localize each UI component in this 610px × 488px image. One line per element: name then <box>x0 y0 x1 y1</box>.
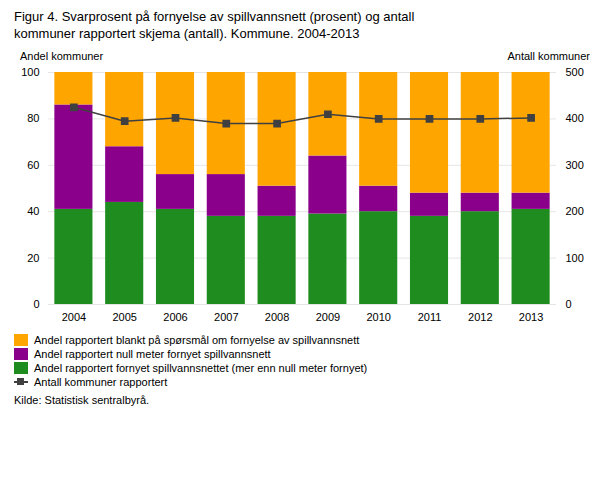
html-text:Andel rapportert null meter fo: Andel rapportert null meter fornyet spil… <box>34 348 271 360</box>
svg-text:2013: 2013 <box>519 311 543 323</box>
html-text:Figur 4. Svarprosent på fornye: Figur 4. Svarprosent på fornyelse av spi… <box>14 9 415 24</box>
svg-text:200: 200 <box>566 205 584 217</box>
svg-text:2004: 2004 <box>62 311 86 323</box>
svg-text:2007: 2007 <box>214 311 238 323</box>
html-text:Andel kommuner: Andel kommuner <box>20 50 104 62</box>
svg-text:100: 100 <box>21 66 39 78</box>
html-text:Kilde: Statistisk sentralbyrå.: Kilde: Statistisk sentralbyrå. <box>14 394 150 406</box>
html-text:Antall kommuner rapportert: Antall kommuner rapportert <box>34 376 168 388</box>
html-text:Antall kommuner: Antall kommuner <box>507 50 590 62</box>
svg-text:40: 40 <box>27 205 39 217</box>
html-text:Andel rapportert blankt på spø: Andel rapportert blankt på spørsmål om f… <box>34 334 360 346</box>
html-text:Andel rapportert fornyet spill: Andel rapportert fornyet spillvannsnette… <box>34 362 368 374</box>
html-text:kommuner rapportert skjema (an: kommuner rapportert skjema (antall). Kom… <box>14 26 360 41</box>
svg-text:0: 0 <box>566 298 572 310</box>
svg-text:2009: 2009 <box>316 311 340 323</box>
svg-text:2010: 2010 <box>366 311 390 323</box>
svg-text:60: 60 <box>27 159 39 171</box>
svg-text:2011: 2011 <box>418 311 442 323</box>
svg-text:100: 100 <box>566 252 584 264</box>
svg-text:300: 300 <box>566 159 584 171</box>
svg-text:0: 0 <box>33 298 39 310</box>
svg-text:2006: 2006 <box>163 311 187 323</box>
svg-text:2008: 2008 <box>265 311 289 323</box>
svg-text:80: 80 <box>27 112 39 124</box>
svg-text:20: 20 <box>27 252 39 264</box>
svg-text:500: 500 <box>566 66 584 78</box>
svg-text:2005: 2005 <box>112 311 136 323</box>
svg-text:2012: 2012 <box>468 311 492 323</box>
svg-text:400: 400 <box>566 112 584 124</box>
